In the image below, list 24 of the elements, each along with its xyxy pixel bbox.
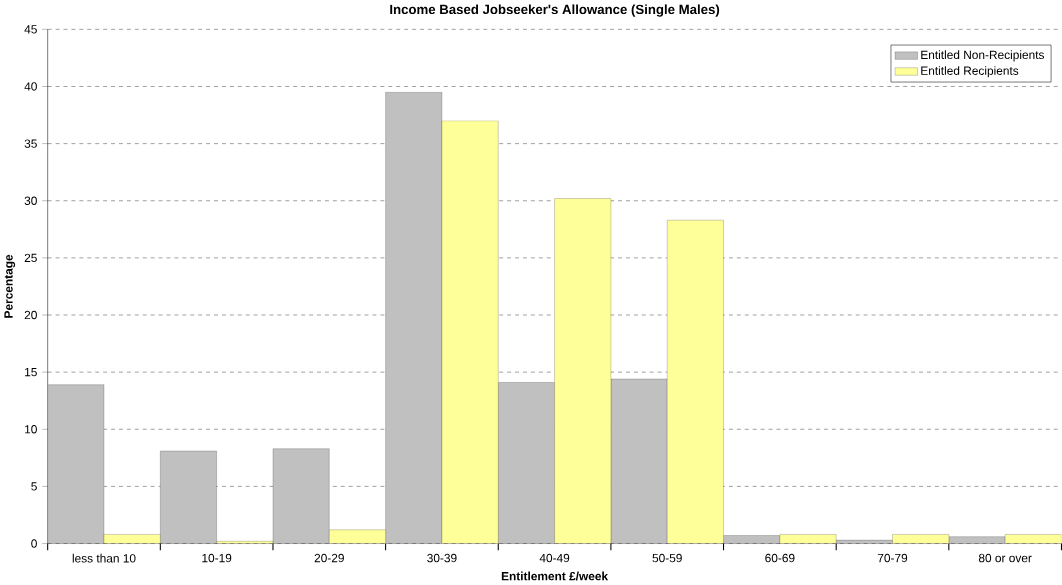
x-tick-label: 40-49 xyxy=(539,553,570,563)
y-tick-label: 15 xyxy=(25,368,37,377)
x-tick-label: 60-69 xyxy=(765,553,795,563)
legend-label: Entitled Recipients xyxy=(921,66,1019,78)
x-axis-title: Entitlement £/week xyxy=(501,571,609,581)
chart-title: Income Based Jobseeker's Allowance (Single Males) xyxy=(390,4,720,17)
y-tick-label: 45 xyxy=(24,25,37,34)
y-tick-label: 20 xyxy=(24,310,37,320)
y-tick-label: 40 xyxy=(24,82,37,91)
legend-label: Entitled Non-Recipients xyxy=(921,50,1045,62)
y-tick-label: 0 xyxy=(31,539,37,548)
y-tick-label: 5 xyxy=(31,482,37,491)
x-tick-label: less than 10 xyxy=(72,553,136,563)
x-tick-label: 80 or over xyxy=(978,553,1032,563)
x-tick-label: 30-39 xyxy=(427,553,457,563)
x-tick-label: 50-59 xyxy=(652,553,682,563)
x-tick-label: 70-79 xyxy=(877,553,908,563)
x-tick-label: 10-19 xyxy=(202,553,232,563)
x-tick-label: 20-29 xyxy=(314,553,344,563)
y-tick-label: 35 xyxy=(24,139,37,148)
y-axis-title: Percentage xyxy=(4,254,16,318)
y-tick-label: 25 xyxy=(24,253,37,263)
y-tick-label: 30 xyxy=(24,196,37,206)
y-tick-label: 10 xyxy=(25,425,37,434)
